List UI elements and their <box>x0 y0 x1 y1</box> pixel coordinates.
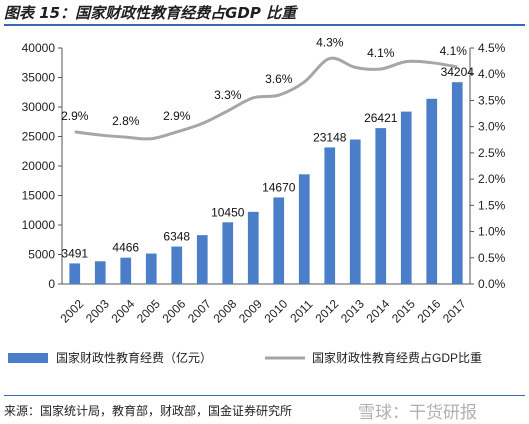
bar-value-label: 23148 <box>313 130 347 144</box>
left-tick-label: 5000 <box>28 248 55 262</box>
x-tick-label: 2004 <box>109 297 138 326</box>
line-value-label: 4.1% <box>367 46 395 60</box>
bar-value-label: 6348 <box>163 230 190 244</box>
bar-value-label: 34204 <box>441 65 475 79</box>
chart-area: 0 5000 10000 15000 20000 25000 30000 35000 40000… <box>0 26 529 396</box>
right-tick-label: 3.5% <box>478 93 506 107</box>
legend-swatch-bars <box>8 353 48 363</box>
bar <box>324 147 336 284</box>
left-tick-label: 10000 <box>22 218 56 232</box>
x-tick-label: 2009 <box>236 297 265 326</box>
title-divider <box>4 24 525 26</box>
bar-value-label: 4466 <box>112 241 139 255</box>
bar <box>375 128 387 284</box>
bar-value-label: 10450 <box>211 205 245 219</box>
line-value-label: 2.9% <box>61 109 89 123</box>
left-tick-label: 0 <box>48 277 55 291</box>
legend-label-line: 国家财政性教育经费占GDP比重 <box>312 350 482 365</box>
left-tick-label: 25000 <box>22 130 56 144</box>
left-tick-label: 35000 <box>22 71 56 85</box>
bar <box>426 98 438 284</box>
x-tick-label: 2008 <box>211 297 240 326</box>
x-tick-label: 2016 <box>415 297 444 326</box>
bar <box>451 82 463 284</box>
x-tick-label: 2002 <box>58 297 87 326</box>
x-tick-label: 2011 <box>287 297 315 325</box>
bar <box>273 197 285 284</box>
right-tick-label: 2.0% <box>478 172 506 186</box>
left-tick-label: 30000 <box>22 100 56 114</box>
bar-value-label: 3491 <box>61 246 88 260</box>
bar <box>222 222 234 284</box>
source-note: 来源：国家统计局，教育部，财政部，国金证券研究所 <box>4 404 293 418</box>
line-value-label: 3.3% <box>214 88 242 102</box>
line-value-label: 2.8% <box>112 114 140 128</box>
line-value-label: 2.9% <box>163 109 191 123</box>
bar <box>120 257 132 284</box>
right-tick-label: 0.0% <box>478 277 506 291</box>
x-tick-label: 2006 <box>160 297 189 326</box>
bar <box>400 111 412 284</box>
bar <box>171 246 183 284</box>
watermark: 雪球：干货研报 <box>358 403 477 423</box>
bar <box>196 235 208 284</box>
x-tick-label: 2013 <box>338 297 367 326</box>
line-value-label: 4.3% <box>316 35 344 49</box>
right-tick-label: 1.5% <box>478 198 506 212</box>
bar <box>247 211 259 284</box>
x-tick-label: 2017 <box>440 297 469 326</box>
combo-chart: 0 5000 10000 15000 20000 25000 30000 35000 40000… <box>8 35 506 365</box>
x-tick-label: 2005 <box>134 297 163 326</box>
chart-title: 图表 15：国家财政性教育经费占GDP 比重 <box>4 4 297 22</box>
x-tick-label: 2012 <box>313 297 342 326</box>
right-tick-label: 4.0% <box>478 67 506 81</box>
right-tick-label: 2.5% <box>478 146 506 160</box>
legend-label-bars: 国家财政性教育经费（亿元） <box>56 350 212 365</box>
x-tick-label: 2010 <box>262 297 291 326</box>
bar <box>69 263 81 284</box>
bar-value-label: 14670 <box>262 180 296 194</box>
bar <box>94 261 106 284</box>
right-tick-label: 3.0% <box>478 120 506 134</box>
x-tick-label: 2007 <box>185 297 214 326</box>
bar-value-label: 26421 <box>364 111 398 125</box>
line-value-label: 3.6% <box>265 72 293 86</box>
bar <box>145 253 157 284</box>
bar <box>298 174 310 284</box>
left-tick-label: 40000 <box>22 41 56 55</box>
ratio-line <box>74 56 458 141</box>
x-tick-label: 2015 <box>389 297 418 326</box>
left-tick-label: 15000 <box>22 189 56 203</box>
source-divider <box>4 395 525 396</box>
right-tick-label: 0.5% <box>478 251 506 265</box>
right-tick-label: 4.5% <box>478 41 506 55</box>
x-tick-label: 2014 <box>364 297 393 326</box>
x-tick-label: 2003 <box>83 297 112 326</box>
bar <box>349 139 361 284</box>
line-value-label: 4.1% <box>440 44 468 58</box>
right-tick-label: 1.0% <box>478 225 506 239</box>
left-tick-label: 20000 <box>22 159 56 173</box>
